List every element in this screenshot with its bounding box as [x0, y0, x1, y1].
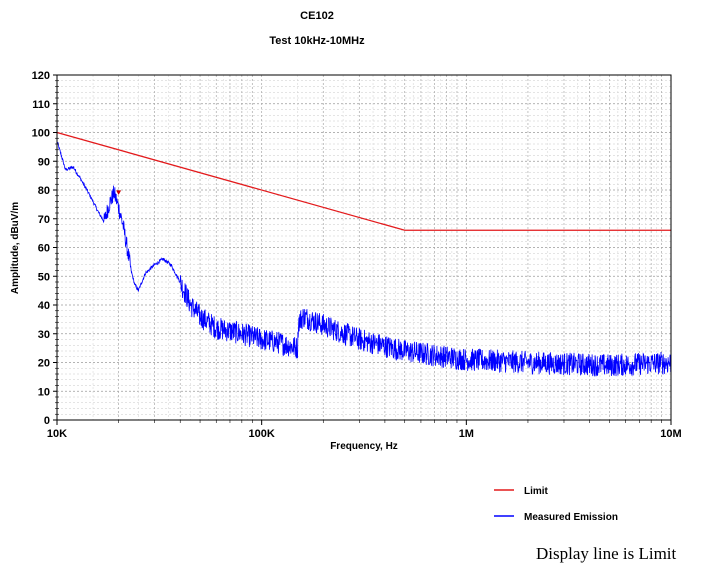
- legend-label-measured: Measured Emission: [524, 512, 618, 523]
- y-tick-label: 90: [38, 156, 50, 168]
- x-axis-ticks: 10K 100K 1M 10M: [47, 420, 682, 440]
- x-tick-label: 100K: [249, 428, 275, 440]
- y-tick-label: 20: [38, 358, 50, 370]
- legend: Limit Measured Emission: [494, 486, 618, 523]
- y-axis-label: Amplitude, dBuV/m: [10, 202, 21, 294]
- y-tick-label: 80: [38, 185, 50, 197]
- y-axis-ticks: 0 10 20 30 40 50 60 70 80 90 100 110 120: [32, 70, 59, 427]
- y-tick-label: 40: [38, 300, 50, 312]
- x-tick-label: 1M: [459, 428, 474, 440]
- y-tick-label: 100: [32, 128, 50, 140]
- chart-subtitle: Test 10kHz-10MHz: [269, 35, 365, 47]
- y-tick-label: 70: [38, 214, 50, 226]
- y-tick-label: 50: [38, 271, 50, 283]
- peak-marker: [116, 190, 122, 195]
- legend-label-limit: Limit: [524, 486, 549, 497]
- x-axis-label: Frequency, Hz: [330, 441, 398, 452]
- grid-lines: [56, 74, 671, 421]
- y-tick-label: 10: [38, 386, 50, 398]
- emission-chart: CE102 Test 10kHz-10MHz 10K 100K 1M 10M 0 10 2…: [10, 10, 682, 523]
- limit-series: [56, 131, 671, 231]
- measured-emission-series: [56, 140, 672, 377]
- x-tick-label: 10K: [47, 428, 67, 440]
- y-tick-label: 120: [32, 70, 50, 82]
- measured-emission-line: [56, 140, 672, 377]
- y-tick-label: 110: [32, 99, 50, 111]
- footer-note: Display line is Limit: [536, 544, 677, 563]
- x-tick-label: 10M: [660, 428, 681, 440]
- limit-line: [56, 131, 671, 231]
- y-tick-label: 60: [38, 243, 50, 255]
- peak-marker-shape: [116, 190, 122, 195]
- y-tick-label: 30: [38, 329, 50, 341]
- y-tick-label: 0: [44, 415, 50, 427]
- chart-title: CE102: [300, 10, 334, 22]
